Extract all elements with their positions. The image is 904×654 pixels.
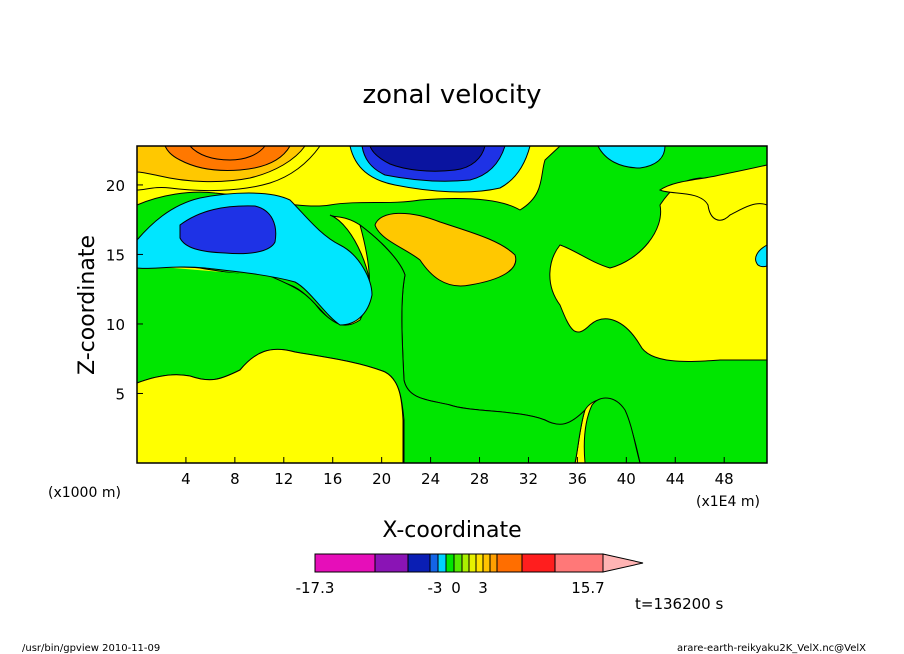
colorbar-segment <box>496 553 523 573</box>
time-label: t=136200 s <box>635 595 723 613</box>
colorbar-segment <box>521 553 556 573</box>
colorbar: -17.3 -3 0 3 15.7 <box>296 553 644 597</box>
colorbar-segment <box>468 553 477 573</box>
colorbar-segment <box>374 553 409 573</box>
colorbar-segment <box>489 553 498 573</box>
y-axis: 5 10 15 20 <box>106 177 143 403</box>
plot-frame <box>136 145 768 464</box>
colorbar-label: -17.3 <box>296 579 335 597</box>
x-tick-label: 12 <box>274 470 293 488</box>
colorbar-segment <box>429 553 439 573</box>
y-tick-label: 10 <box>106 316 125 334</box>
colorbar-label: -3 <box>428 579 443 597</box>
x-tick-label: 32 <box>519 470 538 488</box>
top-left-positive-inner <box>188 145 267 161</box>
strong-negative-top-core <box>369 145 486 172</box>
x-unit-right: (x1E4 m) <box>696 494 760 510</box>
x-tick-label: 48 <box>715 470 734 488</box>
colorbar-segment <box>314 553 376 573</box>
footer-left: /usr/bin/gpview 2010-11-09 <box>22 643 160 654</box>
colorbar-extension-triangle <box>602 553 644 573</box>
moderate-positive-center-region <box>374 212 517 287</box>
x-tick-label: 40 <box>617 470 636 488</box>
x-tick-label: 16 <box>323 470 342 488</box>
y-tick-label: 20 <box>106 177 125 195</box>
x-tick-label: 4 <box>181 470 191 488</box>
colorbar-label: 3 <box>478 579 488 597</box>
y-axis-label: Z-coordinate <box>75 235 100 375</box>
colorbar-segment <box>453 553 463 573</box>
upper-right-positive-region <box>659 164 768 221</box>
colorbar-label: 0 <box>451 579 461 597</box>
x-tick-label: 44 <box>666 470 685 488</box>
x-tick-label: 24 <box>421 470 440 488</box>
y-tick-label: 5 <box>115 385 125 403</box>
colorbar-label: 15.7 <box>571 579 604 597</box>
colorbar-segment <box>554 553 604 573</box>
chart-title: zonal velocity <box>362 80 541 110</box>
y-tick-label: 15 <box>106 246 125 264</box>
x-axis-label: X-coordinate <box>382 518 521 543</box>
colorbar-segment <box>482 553 491 573</box>
x-tick-label: 36 <box>568 470 587 488</box>
plot-area <box>136 145 768 464</box>
colorbar-segment <box>461 553 470 573</box>
moderate-negative-left-core <box>179 205 277 255</box>
colorbar-segment <box>445 553 455 573</box>
weak-negative-top-right-region <box>597 145 666 169</box>
x-tick-label: 8 <box>230 470 240 488</box>
x-axis: 4 8 12 16 20 24 28 32 36 40 44 48 <box>181 457 734 488</box>
colorbar-segment <box>475 553 484 573</box>
near-zero-strip <box>583 397 641 464</box>
lower-left-positive-region <box>136 348 404 464</box>
x-unit-left: (x1000 m) <box>48 485 121 501</box>
colorbar-segment <box>437 553 447 573</box>
x-tick-label: 28 <box>470 470 489 488</box>
footer-right: arare-earth-reikyaku2K_VelX.nc@VelX <box>677 643 866 654</box>
colorbar-segment <box>407 553 431 573</box>
x-tick-label: 20 <box>372 470 391 488</box>
